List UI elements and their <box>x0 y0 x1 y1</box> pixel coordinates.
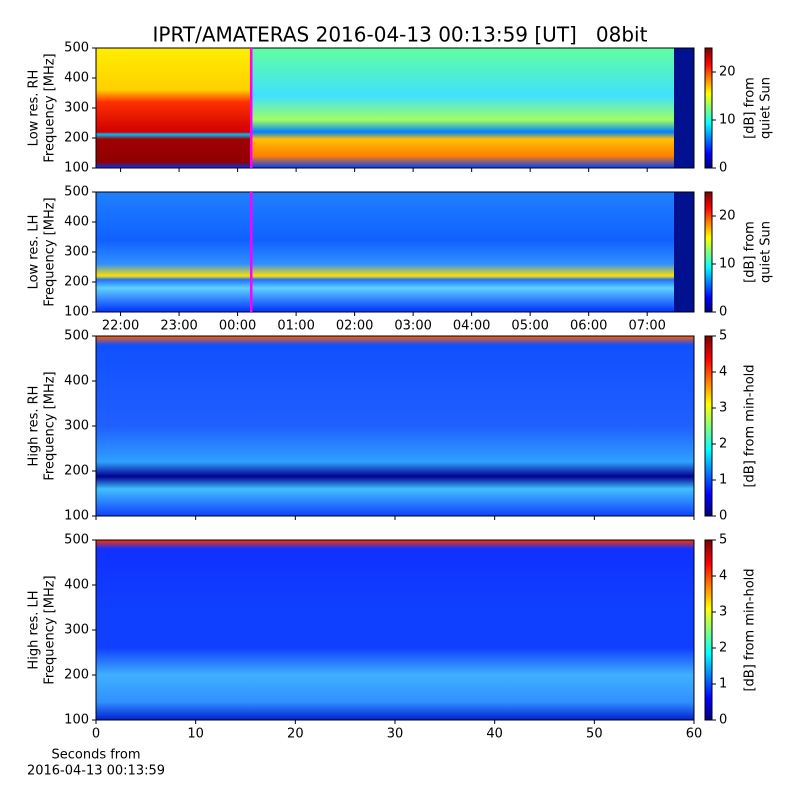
x-tick-label: 20 <box>287 727 304 742</box>
colorbar-label: quiet Sun <box>759 221 774 283</box>
y-tick-label: 500 <box>64 329 89 344</box>
colorbar-tick-label: 4 <box>719 365 727 380</box>
colorbar-tick-label: 3 <box>719 401 727 416</box>
colorbar-tick-label: 1 <box>719 473 727 488</box>
y-tick-label: 500 <box>64 533 89 548</box>
y-tick-label: 100 <box>64 305 89 320</box>
x-tick-label: 04:00 <box>453 319 490 334</box>
colorbar <box>704 47 713 169</box>
y-tick-label: 300 <box>64 419 89 434</box>
colorbar-tick-label: 0 <box>719 509 727 524</box>
spectrogram <box>96 192 694 312</box>
colorbar-tick-label: 2 <box>719 641 727 656</box>
y-tick-label: 300 <box>64 101 89 116</box>
y-axis-label: Frequency [MHz] <box>43 197 58 306</box>
x-tick-label: 40 <box>486 727 503 742</box>
x-tick-label: 60 <box>686 727 703 742</box>
colorbar-tick-label: 3 <box>719 605 727 620</box>
colorbar <box>704 335 713 517</box>
x-tick-label: 50 <box>586 727 603 742</box>
y-tick-label: 400 <box>64 578 89 593</box>
y-tick-label: 200 <box>64 131 89 146</box>
colorbar <box>704 539 713 721</box>
x-axis-label: 2016-04-13 00:13:59 <box>27 764 165 779</box>
colorbar-label: [dB] from min-hold <box>743 364 758 487</box>
spectrogram <box>96 48 251 168</box>
y-tick-label: 400 <box>64 374 89 389</box>
colorbar-tick-label: 1 <box>719 677 727 692</box>
colorbar-tick-label: 5 <box>719 533 727 548</box>
x-axis-label: Seconds from <box>51 748 140 763</box>
y-axis-label: Frequency [MHz] <box>43 575 58 684</box>
x-tick-label: 30 <box>387 727 404 742</box>
y-tick-label: 200 <box>64 668 89 683</box>
colorbar-tick-label: 2 <box>719 437 727 452</box>
y-tick-label: 300 <box>64 245 89 260</box>
y-axis-label: Low res. LH <box>27 215 42 290</box>
x-tick-label: 00:00 <box>219 319 256 334</box>
spectrogram <box>96 540 694 720</box>
x-tick-label: 23:00 <box>160 319 197 334</box>
y-tick-label: 100 <box>64 161 89 176</box>
y-axis-label: Frequency [MHz] <box>43 53 58 162</box>
colorbar-tick-label: 4 <box>719 569 727 584</box>
y-tick-label: 100 <box>64 713 89 728</box>
colorbar-tick-label: 0 <box>719 713 727 728</box>
y-axis-label: Frequency [MHz] <box>43 371 58 480</box>
colorbar-tick-label: 5 <box>719 329 727 344</box>
spectrogram <box>674 48 694 168</box>
y-axis-label: High res. RH <box>27 386 42 467</box>
spectrogram <box>251 48 674 168</box>
y-tick-label: 200 <box>64 464 89 479</box>
colorbar-tick-label: 10 <box>719 257 736 272</box>
x-tick-label: 05:00 <box>511 319 548 334</box>
x-tick-label: 0 <box>92 727 100 742</box>
colorbar-tick-label: 20 <box>719 65 736 80</box>
spectrogram <box>96 336 694 516</box>
y-tick-label: 300 <box>64 623 89 638</box>
y-tick-label: 500 <box>64 185 89 200</box>
y-axis-label: High res. LH <box>27 590 42 669</box>
x-tick-label: 10 <box>187 727 204 742</box>
colorbar-label: [dB] from <box>743 221 758 283</box>
y-tick-label: 400 <box>64 71 89 86</box>
x-tick-label: 02:00 <box>336 319 373 334</box>
x-tick-label: 03:00 <box>394 319 431 334</box>
y-tick-label: 400 <box>64 215 89 230</box>
colorbar-tick-label: 20 <box>719 209 736 224</box>
colorbar-label: [dB] from min-hold <box>743 568 758 691</box>
x-tick-label: 01:00 <box>277 319 314 334</box>
x-tick-label: 22:00 <box>102 319 139 334</box>
spectrogram <box>674 192 694 312</box>
colorbar <box>704 191 713 313</box>
y-tick-label: 200 <box>64 275 89 290</box>
colorbar-label: quiet Sun <box>759 77 774 139</box>
x-tick-label: 07:00 <box>628 319 665 334</box>
colorbar-tick-label: 10 <box>719 113 736 128</box>
colorbar-label: [dB] from <box>743 77 758 139</box>
figure-title: IPRT/AMATERAS 2016-04-13 00:13:59 [UT] 0… <box>153 23 648 47</box>
y-tick-label: 100 <box>64 509 89 524</box>
colorbar-tick-label: 0 <box>719 305 727 320</box>
y-tick-label: 500 <box>64 41 89 56</box>
colorbar-tick-label: 0 <box>719 161 727 176</box>
x-tick-label: 06:00 <box>570 319 607 334</box>
y-axis-label: Low res. RH <box>27 70 42 147</box>
